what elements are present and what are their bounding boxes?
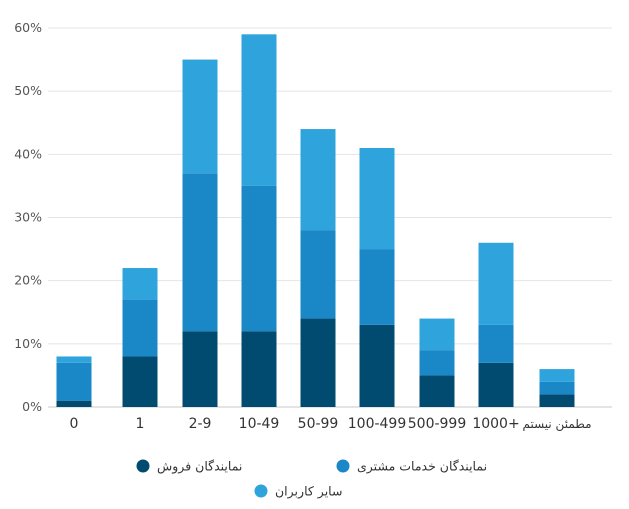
bar-segment — [478, 324, 514, 363]
bar-segment — [539, 369, 575, 382]
bar-segment — [478, 362, 514, 407]
bar-segment — [182, 59, 218, 174]
bar-segment — [122, 356, 158, 407]
x-tick-label: 0 — [70, 416, 79, 432]
x-tick-label: 100-499 — [348, 416, 407, 432]
y-tick-label: 30% — [14, 210, 42, 225]
bar-segment — [182, 173, 218, 332]
bar-segment — [122, 268, 158, 300]
x-tick-label: 2-9 — [189, 416, 212, 432]
bar-segment — [359, 249, 395, 325]
bar-segment — [56, 356, 92, 363]
legend-label: نمایندگان فروش — [157, 459, 242, 475]
bar-segment — [419, 350, 455, 376]
bar-segment — [300, 129, 336, 231]
legend-label: نمایندگان خدمات مشتری — [357, 459, 487, 475]
bar-segment — [539, 394, 575, 407]
x-axis-ticks: 0 1 2-9 10-49 50-99 100-499 500-999 1000+ مطمئن … — [70, 416, 592, 432]
x-tick-label: 50-99 — [298, 416, 339, 432]
legend-marker — [136, 459, 150, 473]
bar-segment — [241, 185, 277, 332]
bar-segment — [539, 381, 575, 395]
legend-marker — [254, 484, 268, 498]
y-axis-ticks: 0% 10% 20% 30% 40% 50% 60% — [14, 20, 42, 414]
bar-segment — [419, 318, 455, 351]
bar-segment — [300, 318, 336, 407]
y-tick-label: 50% — [14, 83, 42, 98]
bar-segment — [182, 331, 218, 407]
y-tick-label: 40% — [14, 146, 42, 161]
x-tick-label: مطمئن نیستم — [522, 417, 591, 432]
bar-segment — [359, 148, 395, 250]
bar-segment — [56, 362, 92, 401]
bar-segment — [122, 299, 158, 357]
legend-label: سایر کاربران — [275, 484, 342, 500]
y-tick-label: 20% — [14, 273, 42, 288]
y-tick-label: 10% — [14, 336, 42, 351]
bar-segment — [300, 230, 336, 319]
bar-segment — [241, 34, 277, 186]
bar-segment — [478, 242, 514, 325]
bar-segment — [241, 331, 277, 407]
x-tick-label: 1 — [136, 416, 145, 432]
legend: نمایندگان فروش نمایندگان خدمات مشتری سایر … — [136, 459, 487, 500]
y-tick-label: 60% — [14, 20, 42, 35]
x-tick-label: 1000+ — [472, 416, 519, 432]
bar-segment — [56, 400, 92, 407]
bar-segment — [359, 324, 395, 407]
legend-marker — [336, 459, 350, 473]
y-tick-label: 0% — [22, 399, 42, 414]
bar-segment — [419, 375, 455, 407]
bars — [56, 34, 575, 407]
x-tick-label: 500-999 — [408, 416, 467, 432]
x-tick-label: 10-49 — [239, 416, 280, 432]
